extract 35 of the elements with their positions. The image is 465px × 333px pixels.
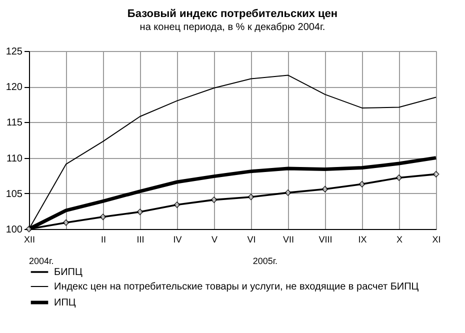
point <box>248 194 254 200</box>
legend-label: ИПЦ <box>54 298 76 308</box>
legend-label: Индекс цен на потребительские товары и услуги, не входящие в расчет БИПЦ <box>54 282 420 292</box>
point <box>358 180 366 188</box>
point <box>210 196 218 204</box>
y-tick-label: 125 <box>6 46 23 58</box>
chart-subtitle: на конец периода, в % к декабрю 2004г. <box>140 22 326 33</box>
x-tick-label: VII <box>282 234 294 244</box>
x-tick-label: X <box>396 234 403 244</box>
y-tick-label: 115 <box>6 118 23 129</box>
point <box>100 214 106 220</box>
y-tick-label: 100 <box>6 224 23 236</box>
x-tick-label: V <box>211 234 218 244</box>
x-tick-label: VI <box>247 234 256 244</box>
point <box>432 170 440 178</box>
point <box>284 189 292 196</box>
x-tick-label: IX <box>358 234 367 244</box>
x-tick-label: IV <box>173 234 182 244</box>
point <box>174 202 180 208</box>
point <box>136 208 144 216</box>
x-tick-label: XII <box>24 234 36 244</box>
text: 2005г. <box>252 256 278 266</box>
x-tick-label: III <box>136 234 144 244</box>
x-tick-label: II <box>100 234 106 244</box>
point <box>62 219 70 226</box>
text: 2004г. <box>29 256 54 266</box>
y-tick-label: 120 <box>6 82 23 94</box>
chart-title: Базовый индекс потребительских цен <box>127 8 338 20</box>
x-tick-label: VIII <box>318 234 332 244</box>
y-tick-label: 105 <box>6 188 23 200</box>
y-tick-label: 110 <box>6 153 23 164</box>
point <box>322 186 328 192</box>
point <box>396 174 402 181</box>
x-tick-label: XI <box>432 234 441 244</box>
legend-label: БИПЦ <box>54 267 83 278</box>
